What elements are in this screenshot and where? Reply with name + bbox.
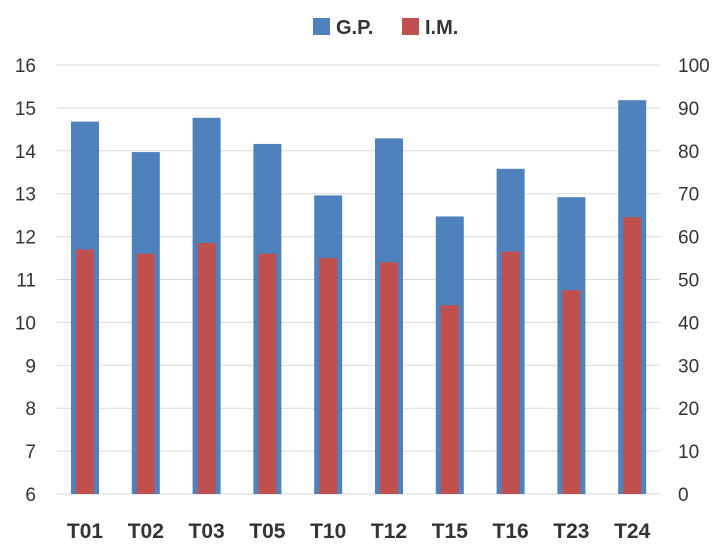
- x-tick-label: T02: [128, 520, 164, 543]
- y-axis-right: 0 10 20 30 40 50 60 70 80 90 100: [678, 56, 710, 506]
- y-right-tick-label: 30: [678, 356, 699, 377]
- y-left-tick-label: 6: [25, 485, 36, 506]
- y-right-tick-label: 100: [678, 56, 710, 77]
- x-tick-label: T16: [493, 520, 529, 543]
- y-left-tick-label: 8: [25, 399, 36, 420]
- legend-label-im: I.M.: [425, 17, 458, 39]
- legend-swatch-im: [402, 18, 419, 35]
- bar-im: [502, 252, 520, 494]
- bar-im: [137, 254, 155, 494]
- y-left-tick-label: 14: [15, 142, 37, 163]
- bar-im: [623, 217, 641, 494]
- y-left-tick-label: 7: [25, 442, 36, 463]
- x-tick-label: T03: [189, 520, 225, 543]
- x-tick-label: T15: [432, 520, 469, 543]
- y-right-tick-label: 40: [678, 313, 699, 334]
- x-tick-label: T05: [249, 520, 286, 543]
- y-right-tick-label: 80: [678, 142, 699, 163]
- bar-im: [562, 290, 580, 494]
- y-left-tick-label: 12: [15, 228, 36, 249]
- series-gp: [71, 100, 646, 494]
- y-axis-left: 6 7 8 9 10 11 12 13 14 15 16: [15, 56, 37, 506]
- y-left-tick-label: 9: [25, 356, 36, 377]
- y-left-tick-label: 15: [15, 99, 36, 120]
- series-im: [76, 217, 641, 494]
- y-left-tick-label: 10: [15, 313, 36, 334]
- bar-im: [319, 258, 337, 494]
- y-right-tick-label: 90: [678, 99, 699, 120]
- y-right-tick-label: 50: [678, 271, 699, 292]
- y-right-tick-label: 10: [678, 442, 699, 463]
- legend: G.P. I.M.: [313, 17, 458, 39]
- y-right-tick-label: 0: [678, 485, 689, 506]
- bar-im: [441, 305, 459, 494]
- y-right-tick-label: 60: [678, 228, 699, 249]
- bar-im: [380, 262, 398, 494]
- bar-im: [76, 249, 94, 494]
- bar-im: [258, 254, 276, 494]
- y-left-tick-label: 11: [16, 271, 36, 292]
- y-left-tick-label: 16: [15, 56, 36, 77]
- x-tick-label: T10: [310, 520, 346, 543]
- x-tick-label: T24: [614, 520, 651, 543]
- x-axis: T01 T02 T03 T05 T10 T12 T15 T16 T23 T24: [67, 520, 651, 543]
- x-tick-label: T12: [371, 520, 407, 543]
- y-right-tick-label: 70: [678, 185, 699, 206]
- x-tick-label: T01: [67, 520, 104, 543]
- x-tick-label: T23: [553, 520, 589, 543]
- y-right-tick-label: 20: [678, 399, 699, 420]
- legend-swatch-gp: [313, 18, 330, 35]
- legend-label-gp: G.P.: [336, 17, 373, 39]
- y-left-tick-label: 13: [15, 185, 36, 206]
- bar-im: [198, 243, 216, 494]
